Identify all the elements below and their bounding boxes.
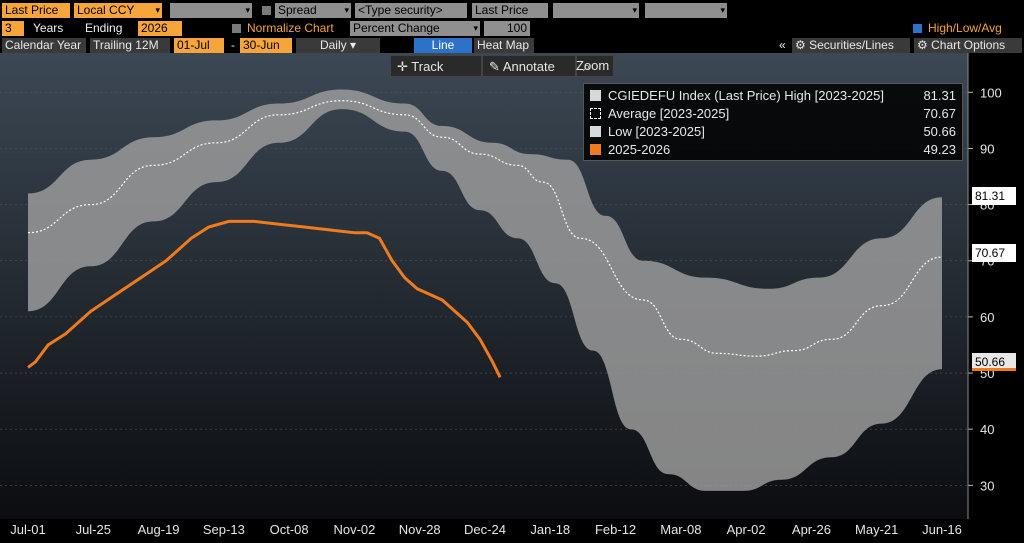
years-stepper[interactable]: 3 xyxy=(2,21,24,36)
x-tick-label: Sep-13 xyxy=(203,522,245,537)
legend-swatch xyxy=(590,108,601,119)
x-tick-label: Dec-24 xyxy=(464,522,506,537)
legend-swatch xyxy=(590,90,601,101)
years-label: Years xyxy=(33,21,64,35)
legend: CGIEDEFU Index (Last Price) High [2023-2… xyxy=(583,83,963,161)
normalize-base-input[interactable]: 100 xyxy=(484,21,530,36)
spread-checkbox[interactable] xyxy=(262,6,271,15)
x-tick-label: Oct-08 xyxy=(270,522,309,537)
chevron-down-icon: ▾ xyxy=(720,5,725,15)
zoom-label: Zoom xyxy=(576,58,610,73)
spread-select[interactable]: Spread ▾ xyxy=(275,3,351,18)
currency-select[interactable]: Local CCY ▾ xyxy=(74,3,162,18)
x-tick-label: Jul-01 xyxy=(10,522,45,537)
frequency-select[interactable]: Daily ▾ xyxy=(296,38,380,53)
x-tick-label: Apr-02 xyxy=(727,522,766,537)
chevron-down-icon: ▾ xyxy=(155,5,160,15)
legend-swatch xyxy=(590,126,601,137)
normalize-mode-select[interactable]: Percent Change ▾ xyxy=(350,21,480,36)
x-axis: Jul-01 Jul-25 Aug-19 Sep-13 Oct-08 Nov-02 Nov-… xyxy=(10,522,962,537)
trailing-12m-button[interactable]: Trailing 12M xyxy=(90,38,170,53)
calendar-year-button[interactable]: Calendar Year xyxy=(2,38,86,53)
current-year-line xyxy=(27,219,502,378)
from-date-input[interactable]: 01-Jul xyxy=(174,38,224,53)
collapse-button[interactable]: « xyxy=(779,38,786,52)
gear-icon: ⚙ xyxy=(795,38,806,52)
chevron-down-icon: ▾ xyxy=(632,5,637,15)
x-tick-label: Nov-28 xyxy=(399,522,441,537)
x-tick-label: Nov-02 xyxy=(333,522,375,537)
high-low-avg-checkbox[interactable] xyxy=(913,24,922,33)
high-low-avg-label: High/Low/Avg xyxy=(928,21,1002,35)
average-line xyxy=(27,100,943,357)
y-tick-label: 30 xyxy=(980,478,994,493)
legend-item-current: 2025-2026 49.23 xyxy=(588,141,958,158)
x-tick-label: Jul-25 xyxy=(76,522,111,537)
chart-options-button[interactable]: ⚙ Chart Options xyxy=(914,38,1022,53)
toolbar-row-3: Calendar Year Trailing 12M 01-Jul - 30-J… xyxy=(0,37,1024,55)
legend-item-low: Low [2023-2025] 50.66 xyxy=(588,123,958,140)
track-button[interactable]: ✛ Track xyxy=(390,55,482,77)
price-field-select[interactable]: Last Price xyxy=(2,3,70,18)
y-axis: 30405060708090100 xyxy=(967,53,1002,519)
low-value-tag: 50.66 xyxy=(972,353,1016,371)
tab-line[interactable]: Line xyxy=(414,38,472,53)
chevron-down-icon: ▾ xyxy=(344,5,349,15)
average-value-tag: 70.67 xyxy=(972,244,1016,262)
blank-select-2[interactable]: ▾ xyxy=(553,3,639,18)
chevron-down-icon: ▾ xyxy=(245,5,250,15)
x-tick-label: Jan-18 xyxy=(530,522,570,537)
blank-select-3[interactable]: ▾ xyxy=(645,3,727,18)
y-tick-label: 100 xyxy=(980,85,1002,100)
annotate-button[interactable]: ✎ Annotate xyxy=(482,55,576,77)
chevron-down-icon: ▾ xyxy=(473,23,478,33)
high-low-band xyxy=(28,89,942,491)
ending-label: Ending xyxy=(85,21,123,35)
y-tick-label: 90 xyxy=(980,141,994,156)
gear-icon: ⚙ xyxy=(917,38,928,52)
toolbar-row-1: Last Price Local CCY ▾ ▾ Spread ▾ <Type se… xyxy=(0,2,1024,20)
x-tick-label: Aug-19 xyxy=(138,522,180,537)
y-tick-label: 40 xyxy=(980,422,994,437)
toolbar-row-2: 3 Years Ending 2026 Normalize Chart Perc… xyxy=(0,20,1024,38)
to-date-input[interactable]: 30-Jun xyxy=(240,38,292,53)
high-value-tag: 81.31 xyxy=(972,187,1016,205)
legend-item-high: CGIEDEFU Index (Last Price) High [2023-2… xyxy=(588,87,958,104)
date-dash: - xyxy=(231,38,235,52)
x-tick-label: Jun-16 xyxy=(922,522,962,537)
ending-year-input[interactable]: 2026 xyxy=(138,21,182,36)
legend-item-average: Average [2023-2025] 70.67 xyxy=(588,105,958,122)
normalize-label: Normalize Chart xyxy=(247,21,334,35)
x-tick-label: Mar-08 xyxy=(660,522,701,537)
price-select-2[interactable]: Last Price xyxy=(472,3,548,18)
tab-heat-map[interactable]: Heat Map xyxy=(474,38,534,53)
y-tick-label: 60 xyxy=(980,310,994,325)
crosshair-icon: ✛ xyxy=(397,59,408,74)
x-tick-label: May-21 xyxy=(855,522,898,537)
blank-select-1[interactable]: ▾ xyxy=(170,3,252,18)
x-tick-label: Apr-26 xyxy=(792,522,831,537)
security-input[interactable]: <Type security> xyxy=(355,3,467,18)
chevron-down-icon: ▾ xyxy=(349,38,357,52)
x-tick-label: Feb-12 xyxy=(595,522,636,537)
zoom-button[interactable]: ⌕ xyxy=(576,55,614,77)
securities-lines-button[interactable]: ⚙ Securities/Lines xyxy=(792,38,910,53)
legend-swatch xyxy=(590,144,601,155)
magnifier-icon: ⌕ xyxy=(583,59,591,74)
pencil-icon: ✎ xyxy=(489,59,500,74)
normalize-checkbox[interactable] xyxy=(232,24,241,33)
